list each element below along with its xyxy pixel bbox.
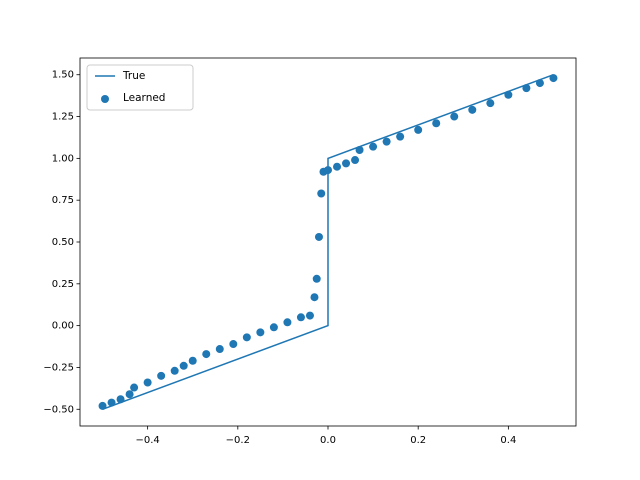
x-tick-label: −0.2 [226, 435, 250, 446]
scatter-point [317, 189, 326, 198]
scatter-point [432, 119, 441, 128]
scatter-point [116, 395, 125, 404]
scatter-point [504, 90, 513, 99]
scatter-point [468, 105, 477, 114]
legend-marker [101, 95, 109, 103]
y-tick-label: −0.25 [43, 362, 74, 373]
scatter-point [130, 383, 139, 392]
scatter-point [314, 232, 323, 241]
scatter-point [324, 166, 332, 175]
scatter-point [486, 99, 495, 108]
true-line [102, 74, 554, 410]
scatter-point [202, 350, 211, 359]
scatter-point [107, 398, 116, 407]
scatter-point [396, 132, 405, 141]
scatter-point [355, 146, 364, 154]
scatter-point [305, 311, 314, 320]
scatter-point [269, 323, 278, 332]
y-tick-label: 0.25 [52, 279, 74, 290]
legend-label: True [122, 70, 145, 82]
scatter-point [310, 293, 319, 302]
axes-frame [79, 57, 577, 427]
y-tick-label: 0.75 [52, 195, 74, 206]
scatter-point [312, 274, 321, 283]
scatter-point [179, 361, 188, 370]
y-tick-label: 1.50 [52, 70, 74, 81]
scatter-point [125, 390, 134, 399]
scatter-point [157, 371, 166, 380]
y-tick-label: 1.00 [52, 153, 74, 164]
x-tick-label: 0.0 [320, 435, 336, 446]
x-tick-label: 0.4 [500, 435, 516, 446]
scatter-point [242, 333, 251, 342]
scatter-point [342, 159, 351, 168]
scatter-point [98, 401, 107, 410]
scatter-point [215, 345, 224, 354]
x-tick-label: −0.4 [135, 435, 159, 446]
scatter-point [170, 366, 179, 375]
scatter-point [382, 137, 391, 146]
scatter-point [549, 74, 558, 83]
scatter-point [229, 340, 238, 349]
scatter-point [351, 156, 360, 165]
y-tick-label: −0.50 [43, 404, 74, 415]
legend-label: Learned [123, 92, 165, 104]
scatter-point [414, 125, 423, 134]
scatter-point [369, 142, 378, 151]
scatter-point [256, 328, 265, 337]
scatter-point [333, 162, 342, 171]
scatter-point [143, 378, 152, 387]
legend: True Learned [86, 64, 194, 111]
scatter-point [188, 356, 197, 365]
y-tick-label: 0.50 [52, 237, 74, 248]
y-tick-label: 1.25 [52, 112, 74, 123]
scatter-point [450, 112, 459, 121]
scatter-point [522, 84, 531, 93]
y-tick-label: 0.00 [52, 321, 74, 332]
x-tick-label: 0.2 [410, 435, 426, 446]
scatter-point [535, 79, 544, 88]
scatter-point [283, 318, 292, 327]
scatter-point [296, 313, 305, 322]
